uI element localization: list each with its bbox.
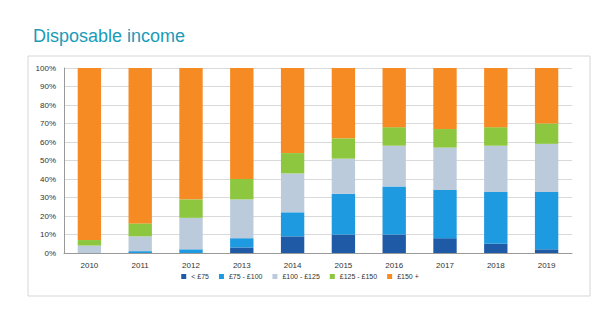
svg-text:2019: 2019 — [538, 261, 556, 270]
svg-text:80%: 80% — [40, 101, 56, 110]
svg-text:40%: 40% — [40, 175, 56, 184]
svg-text:20%: 20% — [40, 212, 56, 221]
svg-text:2011: 2011 — [132, 261, 150, 270]
svg-text:30%: 30% — [40, 193, 56, 202]
svg-text:100%: 100% — [36, 64, 56, 73]
svg-text:50%: 50% — [40, 156, 56, 165]
svg-text:2013: 2013 — [233, 261, 251, 270]
svg-text:2010: 2010 — [81, 261, 99, 270]
svg-text:60%: 60% — [40, 138, 56, 147]
svg-text:£100 - £125: £100 - £125 — [282, 273, 319, 280]
svg-text:90%: 90% — [40, 82, 56, 91]
svg-text:2015: 2015 — [335, 261, 353, 270]
svg-text:0%: 0% — [44, 249, 56, 258]
svg-text:< £75: < £75 — [191, 273, 209, 280]
svg-text:Disposable income: Disposable income — [33, 26, 185, 46]
svg-text:2017: 2017 — [436, 261, 454, 270]
svg-text:£150 +: £150 + — [397, 273, 419, 280]
svg-text:2018: 2018 — [487, 261, 505, 270]
svg-text:2014: 2014 — [284, 261, 302, 270]
svg-text:10%: 10% — [40, 230, 56, 239]
svg-text:£125 - £150: £125 - £150 — [340, 273, 377, 280]
svg-text:70%: 70% — [40, 119, 56, 128]
svg-text:2012: 2012 — [182, 261, 200, 270]
svg-text:£75 - £100: £75 - £100 — [229, 273, 263, 280]
svg-text:2016: 2016 — [385, 261, 403, 270]
